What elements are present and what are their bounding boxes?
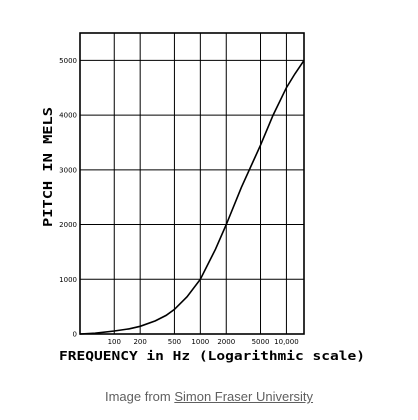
y-axis-label: PITCH IN MELS [41, 107, 55, 227]
series-line-mel-curve [79, 59, 305, 335]
y-tick-label: 0 [73, 331, 77, 339]
mel-scale-chart: 100 200 500 1000 2000 5000 10,000 0 1000 2000 300… [41, 32, 365, 363]
plot-frame [79, 32, 305, 335]
x-tick-label: 5000 [252, 338, 270, 346]
image-credit: Image from Simon Fraser University [0, 389, 418, 404]
x-tick-label: 200 [133, 338, 146, 346]
x-tick-label: 2000 [217, 338, 235, 346]
y-tick-label: 3000 [59, 166, 77, 174]
x-axis-label: FREQUENCY in Hz (Logarithmic scale) [59, 349, 365, 363]
x-tick-label: 500 [168, 338, 181, 346]
y-tick-label: 5000 [59, 57, 77, 65]
y-tick-label: 1000 [59, 276, 77, 284]
image-credit-link[interactable]: Simon Fraser University [174, 389, 314, 404]
chart-grid [80, 33, 304, 334]
y-tick-label: 4000 [59, 112, 77, 120]
y-tick-labels: 0 1000 2000 3000 4000 5000 [59, 57, 77, 339]
y-tick-label: 2000 [59, 221, 77, 229]
image-credit-prefix: Image from [104, 389, 175, 404]
x-tick-label: 10,000 [274, 338, 299, 346]
x-tick-labels: 100 200 500 1000 2000 5000 10,000 [108, 338, 299, 346]
x-tick-label: 100 [108, 338, 121, 346]
x-tick-label: 1000 [191, 338, 209, 346]
